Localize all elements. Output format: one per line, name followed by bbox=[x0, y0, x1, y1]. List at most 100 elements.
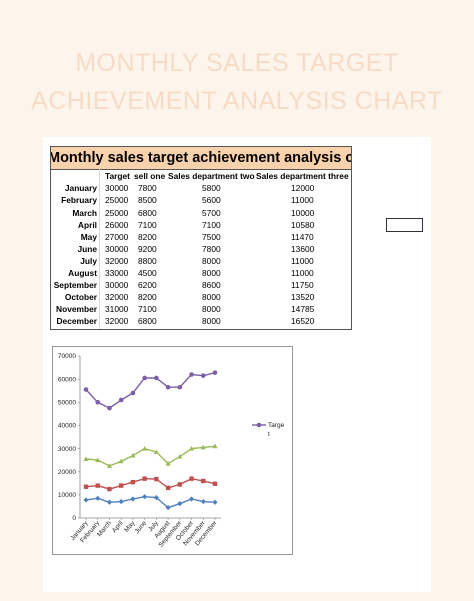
row-month-label[interactable]: July bbox=[80, 255, 97, 266]
data-point bbox=[83, 456, 89, 461]
table-cell[interactable]: 16520 bbox=[291, 316, 315, 327]
table-cell[interactable]: 8000 bbox=[202, 268, 221, 278]
data-point bbox=[142, 494, 148, 500]
empty-selected-cell[interactable] bbox=[386, 218, 423, 232]
table-cell[interactable]: 6800 bbox=[138, 207, 157, 218]
table-cell[interactable]: 25000 bbox=[105, 195, 129, 206]
data-point bbox=[165, 485, 171, 491]
table-cell[interactable]: 12000 bbox=[291, 183, 315, 194]
table-cell[interactable]: 10580 bbox=[291, 219, 315, 230]
data-point bbox=[153, 495, 159, 501]
table-cell[interactable]: 11000 bbox=[291, 255, 314, 266]
data-point bbox=[142, 445, 148, 451]
row-month-label[interactable]: February bbox=[61, 195, 97, 206]
table-cell[interactable]: 11750 bbox=[291, 280, 314, 291]
legend-label-wrap: t bbox=[268, 431, 270, 438]
data-point bbox=[188, 496, 195, 502]
row-month-label[interactable]: August bbox=[68, 268, 97, 278]
table-cell[interactable]: 14785 bbox=[291, 304, 315, 315]
data-point bbox=[212, 443, 218, 449]
table-cell[interactable]: 8200 bbox=[138, 292, 157, 303]
table-cell[interactable]: 8000 bbox=[202, 292, 221, 303]
sales-table: Monthly sales target achievement analysi… bbox=[50, 146, 352, 330]
data-point bbox=[177, 384, 183, 390]
table-cell[interactable]: 13520 bbox=[291, 292, 315, 303]
row-month-label[interactable]: April bbox=[77, 219, 97, 230]
table-cell[interactable]: 32000 bbox=[105, 255, 129, 266]
column-header-sales-three[interactable]: Sales department three bbox=[256, 171, 349, 181]
data-point bbox=[189, 372, 194, 377]
data-point bbox=[177, 482, 183, 487]
row-month-label[interactable]: March bbox=[72, 207, 97, 218]
page-title-line-2: ACHIEVEMENT ANALYSIS CHART bbox=[31, 87, 443, 115]
data-point bbox=[142, 476, 147, 481]
table-cell[interactable]: 5700 bbox=[202, 207, 221, 218]
row-month-label[interactable]: November bbox=[56, 304, 97, 315]
y-tick-label: 70000 bbox=[58, 353, 76, 360]
table-cell[interactable]: 7100 bbox=[138, 219, 157, 230]
column-header-sell-one[interactable]: sell one bbox=[134, 171, 166, 181]
table-cell[interactable]: 27000 bbox=[105, 231, 129, 242]
table-cell[interactable]: 30000 bbox=[105, 183, 129, 194]
table-cell[interactable]: 11470 bbox=[291, 231, 314, 242]
table-cell[interactable]: 32000 bbox=[105, 316, 129, 327]
table-cell[interactable]: 10000 bbox=[291, 207, 315, 218]
table-cell[interactable]: 7100 bbox=[202, 219, 221, 230]
y-tick-label: 30000 bbox=[58, 446, 76, 453]
table-row: November 31000 7100 8000 14785 bbox=[51, 303, 351, 315]
line-chart[interactable]: 0 10000 20000 30000 40000 50000 60000 70000 Janu… bbox=[52, 346, 293, 555]
y-tick-label: 40000 bbox=[58, 423, 76, 430]
page-title: MONTHLY SALES TARGET ACHIEVEMENT ANALYSI… bbox=[0, 44, 474, 120]
data-point bbox=[212, 499, 218, 505]
table-cell[interactable]: 7800 bbox=[202, 243, 221, 254]
legend-label: Targe bbox=[268, 422, 285, 429]
row-month-label[interactable]: December bbox=[56, 316, 97, 327]
data-point bbox=[177, 501, 183, 507]
data-point bbox=[118, 498, 124, 505]
table-row: July 32000 8800 8000 11000 bbox=[51, 255, 351, 267]
table-cell[interactable]: 31000 bbox=[105, 304, 129, 315]
table-cell[interactable]: 5600 bbox=[202, 195, 221, 206]
column-header-sales-two[interactable]: Sales department two bbox=[168, 171, 255, 181]
table-cell[interactable]: 7800 bbox=[138, 183, 157, 194]
table-cell[interactable]: 5800 bbox=[202, 183, 221, 194]
table-cell[interactable]: 9200 bbox=[138, 243, 157, 254]
column-divider bbox=[99, 169, 100, 329]
table-cell[interactable]: 30000 bbox=[105, 243, 129, 254]
row-month-label[interactable]: January bbox=[64, 183, 97, 194]
table-cell[interactable]: 6800 bbox=[138, 316, 157, 327]
table-cell[interactable]: 8800 bbox=[138, 255, 157, 266]
row-month-label[interactable]: May bbox=[80, 231, 97, 242]
table-cell[interactable]: 13600 bbox=[291, 243, 315, 254]
column-header-target[interactable]: Target bbox=[105, 171, 130, 181]
data-point bbox=[165, 461, 171, 466]
table-cell[interactable]: 30000 bbox=[105, 280, 129, 291]
data-point bbox=[130, 452, 136, 458]
row-month-label[interactable]: October bbox=[64, 292, 97, 303]
x-tick-label: April bbox=[111, 519, 125, 534]
table-cell[interactable]: 7500 bbox=[202, 231, 221, 242]
table-cell[interactable]: 26000 bbox=[105, 219, 129, 230]
data-point bbox=[142, 375, 147, 381]
table-cell[interactable]: 8200 bbox=[138, 231, 157, 242]
table-cell[interactable]: 6200 bbox=[138, 280, 157, 291]
table-cell[interactable]: 8000 bbox=[202, 304, 221, 315]
table-cell[interactable]: 32000 bbox=[105, 292, 129, 303]
table-row: April 26000 7100 7100 10580 bbox=[51, 219, 351, 231]
table-cell[interactable]: 8000 bbox=[202, 316, 221, 327]
table-cell[interactable]: 8000 bbox=[202, 255, 221, 266]
series-line bbox=[85, 372, 216, 409]
table-cell[interactable]: 7100 bbox=[138, 304, 157, 315]
data-point bbox=[95, 483, 100, 488]
series-line bbox=[85, 445, 216, 467]
table-cell[interactable]: 33000 bbox=[105, 268, 129, 278]
table-cell[interactable]: 8500 bbox=[138, 195, 157, 206]
table-cell[interactable]: 8600 bbox=[202, 280, 221, 291]
row-month-label[interactable]: September bbox=[53, 280, 97, 291]
table-cell[interactable]: 25000 bbox=[105, 207, 129, 218]
table-cell[interactable]: 11000 bbox=[291, 268, 314, 278]
row-month-label[interactable]: June bbox=[77, 243, 97, 254]
table-cell[interactable]: 4500 bbox=[138, 268, 157, 278]
table-cell[interactable]: 11000 bbox=[291, 195, 314, 206]
data-point bbox=[83, 484, 89, 489]
